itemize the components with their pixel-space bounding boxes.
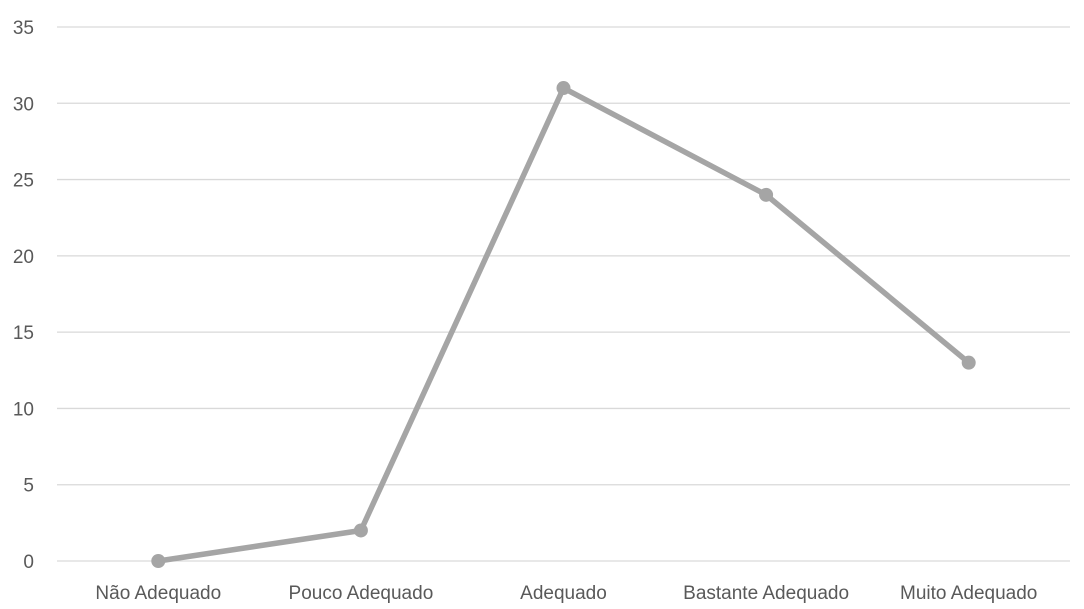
y-tick-label: 30 (13, 94, 34, 115)
data-point (759, 187, 774, 202)
series-line (155, 85, 972, 564)
y-tick-label: 15 (13, 323, 34, 344)
data-point (556, 81, 571, 96)
x-tick-label: Muito Adequado (900, 583, 1037, 604)
x-tick-label: Pouco Adequado (289, 583, 434, 604)
y-tick-label: 5 (23, 476, 34, 497)
y-tick-label: 0 (23, 552, 34, 573)
data-point (353, 523, 368, 538)
x-tick-label: Bastante Adequado (683, 583, 849, 604)
gridlines (57, 26, 1070, 562)
y-axis-ticks: 0 5 10 15 20 25 30 35 (13, 18, 34, 573)
x-tick-label: Não Adequado (95, 583, 221, 604)
series-layer (151, 81, 976, 568)
data-point (961, 355, 976, 370)
y-tick-label: 35 (13, 18, 34, 39)
x-tick-label: Adequado (520, 583, 607, 604)
y-tick-label: 20 (13, 247, 34, 268)
x-axis-ticks: Não Adequado Pouco Adequado Adequado Bastan… (95, 583, 1037, 604)
y-tick-label: 25 (13, 171, 34, 192)
y-tick-label: 10 (13, 399, 34, 420)
data-point (151, 554, 166, 568)
